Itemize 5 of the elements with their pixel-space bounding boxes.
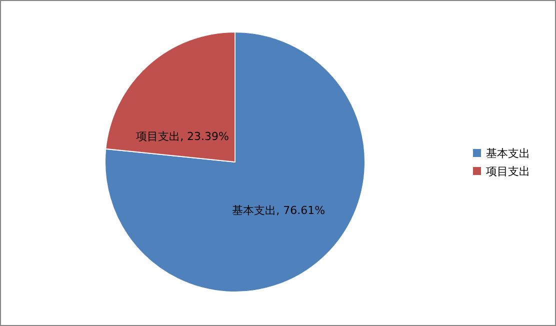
data-label: 基本支出, 76.61% [232, 204, 326, 218]
pie-slice [104, 32, 366, 292]
legend-label: 项目支出 [486, 165, 530, 178]
legend-label: 基本支出 [486, 147, 530, 160]
data-label: 项目支出, 23.39% [136, 130, 229, 143]
